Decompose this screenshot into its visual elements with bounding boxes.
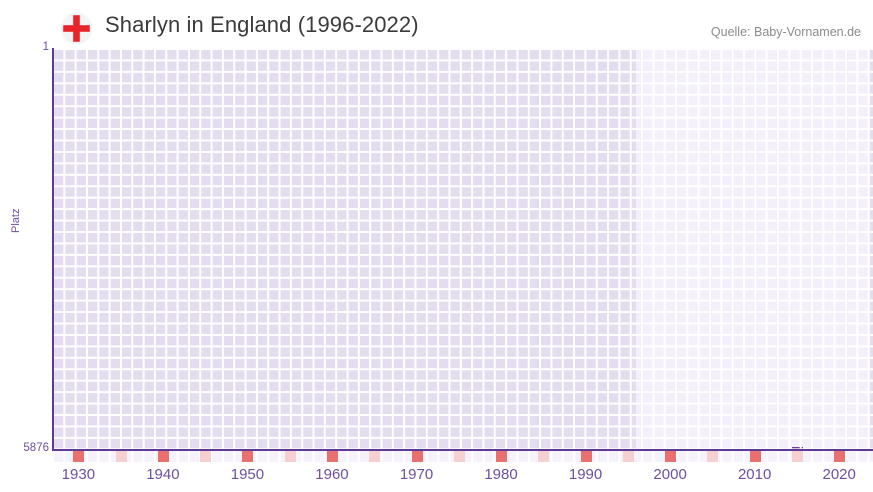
x-axis-tick-label: 1970 [399, 466, 434, 483]
chart-header: Sharlyn in England (1996-2022) Quelle: B… [0, 0, 873, 44]
plot-area [53, 49, 873, 450]
decade-tick-marker [242, 451, 254, 462]
decade-tick-marker [73, 451, 85, 462]
half-decade-tick-marker [369, 451, 381, 462]
decade-tick-marker [665, 451, 677, 462]
half-decade-tick-marker [791, 451, 803, 462]
decade-tick-marker [580, 451, 592, 462]
y-axis-line [52, 48, 54, 451]
half-decade-tick-marker [284, 451, 296, 462]
y-axis-tick-bottom: 5876 [23, 442, 49, 454]
decade-tick-marker [326, 451, 338, 462]
decade-tick-marker [749, 451, 761, 462]
y-axis-tick-top: 1 [42, 41, 49, 53]
x-axis-line [52, 449, 873, 451]
x-axis-tick-label: 1940 [146, 466, 180, 483]
x-axis-tick-strip [53, 451, 873, 462]
england-flag-icon [61, 13, 92, 44]
x-axis-tick-label: 1990 [568, 466, 603, 483]
x-axis-tick-label: 2010 [737, 466, 772, 483]
x-axis-tick-label: 1930 [61, 466, 96, 483]
decade-tick-marker [834, 451, 846, 462]
x-axis-tick-label: 1960 [315, 466, 349, 483]
highlight-range-band [636, 49, 870, 450]
y-axis-title: Platz [10, 208, 22, 233]
x-axis-tick-label: 1980 [484, 466, 518, 483]
chart-title: Sharlyn in England (1996-2022) [105, 12, 419, 37]
decade-tick-marker [411, 451, 423, 462]
half-decade-tick-marker [453, 451, 465, 462]
half-decade-tick-marker [200, 451, 212, 462]
half-decade-tick-marker [538, 451, 550, 462]
half-decade-tick-marker [622, 451, 634, 462]
half-decade-tick-marker [115, 451, 127, 462]
decade-tick-marker [496, 451, 508, 462]
x-axis-tick-label: 2000 [653, 466, 687, 483]
x-axis-tick-label: 1950 [230, 466, 265, 483]
half-decade-tick-marker [707, 451, 719, 462]
decade-tick-marker [157, 451, 169, 462]
x-axis-tick-label: 2020 [822, 466, 856, 483]
chart-source-label: Quelle: Baby-Vornamen.de [710, 25, 861, 39]
